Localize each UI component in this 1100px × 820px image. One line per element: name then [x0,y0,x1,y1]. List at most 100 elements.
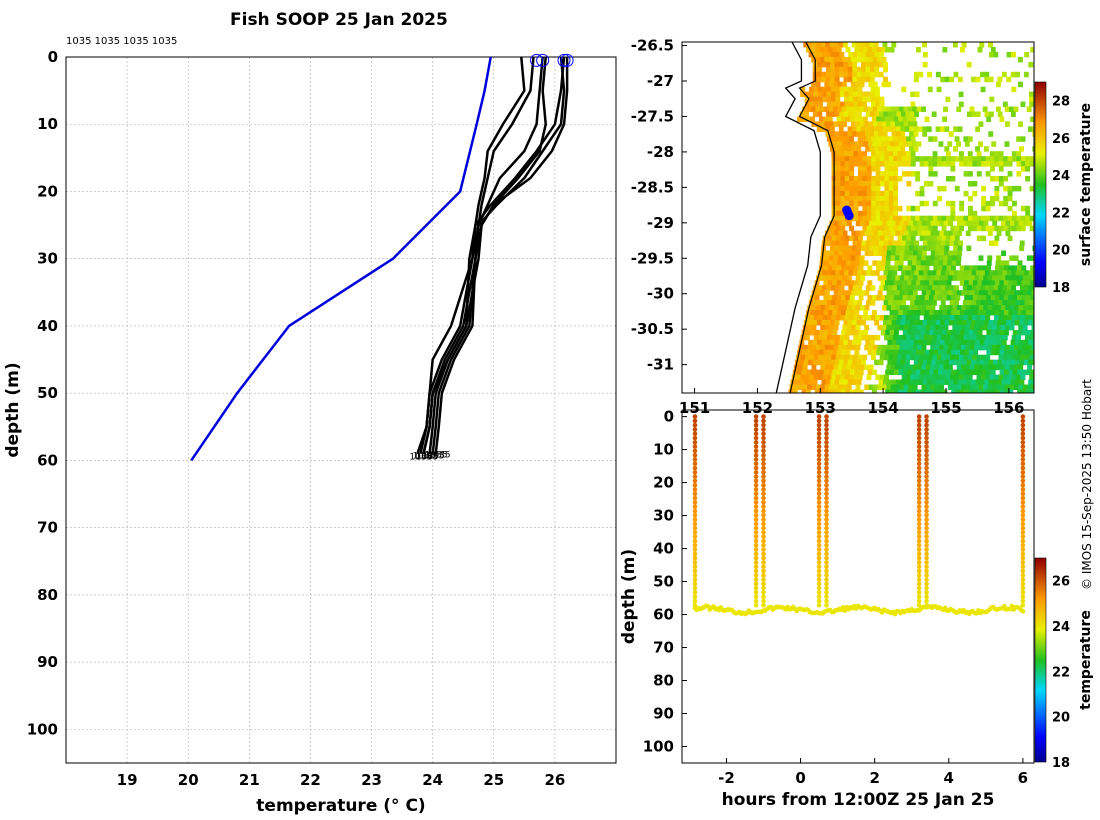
sst-pixel [999,295,1005,301]
sst-pixel [841,260,847,266]
sst-pixel [913,320,919,326]
section-point [816,465,822,471]
sst-pixel [960,47,965,53]
sst-pixel [956,324,962,331]
sst-pixel [920,265,926,271]
sst-pixel [967,136,973,142]
sst-pixel [865,131,870,137]
sst-pixel [960,369,965,376]
section-point [1020,547,1026,552]
sst-pixel [954,235,960,242]
sst-pixel [871,176,877,182]
section-point [1020,551,1026,557]
section-point [692,534,698,539]
sst-pixel [833,255,839,261]
sst-pixel [1011,51,1016,58]
sst-pixel [826,285,832,291]
sst-pixel [981,225,987,232]
sst-pixel [965,220,971,227]
sst-pixel [1016,185,1022,192]
sst-pixel [843,76,849,83]
sst-pixel [858,235,863,242]
sst-pixel [1016,215,1022,222]
section-point [761,461,766,467]
sst-pixel [875,86,880,93]
sst-pixel [898,295,904,301]
sst-pixel [821,61,827,68]
sst-pixel [907,265,912,271]
sst-pixel [900,359,906,366]
sst-pixel [837,255,843,261]
sst-pixel [961,220,967,227]
sst-pixel [893,185,899,192]
sst-pixel [833,324,839,331]
sst-pixel [941,235,947,242]
sst-pixel [833,81,839,88]
sst-pixel [932,334,938,341]
sst-pixel [973,349,979,356]
sst-pixel [888,334,894,341]
sst-pixel [883,270,889,276]
sst-pixel [961,384,966,390]
section-point [924,422,929,428]
sst-pixel [905,379,910,385]
section-point [916,431,922,437]
sst-pixel [814,47,820,53]
sst-pixel [971,379,976,385]
section-point [1020,581,1026,587]
sst-pixel [835,91,841,98]
section-point [692,538,698,544]
sst-pixel [903,344,909,351]
sst-pixel [892,111,897,117]
sst-pixel [817,51,823,58]
sst-pixel [1015,300,1021,306]
section-point [924,478,929,484]
sst-pixel [1020,136,1026,142]
sst-pixel [888,161,894,167]
sst-pixel [877,121,883,127]
sst-pixel [875,151,881,157]
sst-pixel [844,101,850,108]
sst-pixel [855,255,861,261]
sst-pixel [916,349,921,356]
sst-pixel [913,131,919,137]
sst-pixel [927,270,933,276]
section-point [924,555,929,561]
sst-pixel [873,384,878,390]
sst-pixel [963,374,969,381]
sst-pixel [893,136,898,142]
section-point [761,538,766,544]
section-point [824,572,829,578]
sst-pixel [907,310,913,316]
section-point [761,603,766,608]
climatology-line [190,57,492,462]
sst-pixel [884,210,890,217]
sst-pixel [852,359,858,366]
sst-pixel [1032,379,1034,385]
sst-pixel [821,339,827,346]
section-point [916,538,922,544]
sst-pixel [825,66,831,73]
section-point [824,555,829,561]
section-point [824,435,829,441]
sst-pixel [817,66,822,73]
sst-pixel [920,349,926,356]
sst-pixel [965,324,971,331]
section-point [761,581,766,587]
sst-pixel [857,96,863,103]
sst-pixel [886,230,892,237]
sst-pixel [1021,369,1027,376]
sst-pixel [995,265,1000,271]
sst-pixel [905,240,911,246]
section-point [824,461,829,467]
sst-pixel [862,225,868,232]
section-point [824,444,829,449]
sst-pixel [823,265,829,271]
sst-pixel [939,364,944,371]
sst-pixel [988,359,994,366]
sst-pixel [921,255,927,261]
sst-pixel [909,245,915,251]
sst-pixel [957,230,962,237]
sst-pixel [931,245,937,251]
sst-pixel [997,339,1003,346]
